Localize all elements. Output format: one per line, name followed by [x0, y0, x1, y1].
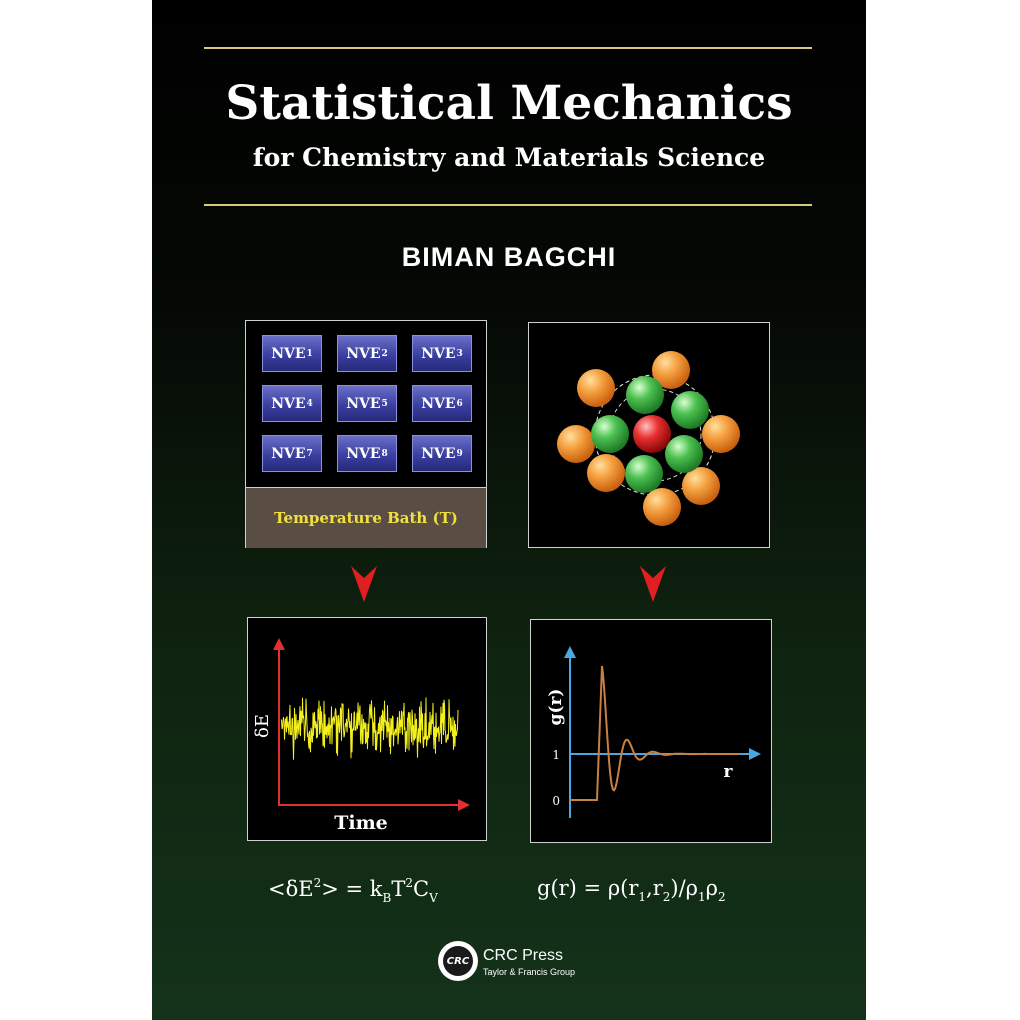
- energy-fluctuation-plot: δE Time: [252, 638, 470, 834]
- atom-cluster-diagram: [557, 351, 740, 526]
- crc-logo-mark: CRC: [443, 946, 473, 976]
- top-rule: [204, 47, 812, 49]
- y-axis-label: g(r): [546, 689, 566, 726]
- publisher-name: CRC Press: [483, 947, 564, 964]
- temperature-bath: Temperature Bath (T): [246, 487, 486, 548]
- x-axis-arrowhead: [749, 748, 761, 760]
- nve-box-7: NVE 7: [262, 435, 322, 472]
- publisher-group: Taylor & Francis Group: [483, 967, 576, 977]
- nve-box-9: NVE 9: [412, 435, 472, 472]
- orange-atom: [652, 351, 690, 389]
- nve-box-1: NVE 1: [262, 335, 322, 372]
- orange-atom: [702, 415, 740, 453]
- ensemble-panel: NVE 1 NVE 2 NVE 3 NVE 4 NVE 5 NVE 6 NVE 7 NVE 8 …: [245, 320, 487, 548]
- arrow-down-icon: [640, 566, 666, 602]
- orange-atom: [682, 467, 720, 505]
- orange-atom: [577, 369, 615, 407]
- x-axis-arrowhead: [458, 799, 470, 811]
- rdf-plot: g(r) r 1 0: [546, 646, 761, 818]
- x-axis-label: Time: [334, 812, 388, 834]
- y-axis-arrowhead: [564, 646, 576, 658]
- rdf-panel: g(r) r 1 0: [530, 619, 772, 843]
- orange-atom: [587, 454, 625, 492]
- nve-box-4: NVE 4: [262, 385, 322, 422]
- nve-box-5: NVE 5: [337, 385, 397, 422]
- energy-signal-trace: [280, 697, 459, 760]
- bottom-rule: [204, 204, 812, 206]
- nve-box-3: NVE 3: [412, 335, 472, 372]
- green-atom: [665, 435, 703, 473]
- atom-cluster-panel: [528, 322, 770, 548]
- rdf-formula: g(r) = ρ(r1,r2)/ρ1ρ2: [537, 876, 726, 904]
- green-atom: [671, 391, 709, 429]
- orange-atom: [557, 425, 595, 463]
- rdf-curve: [570, 665, 739, 801]
- tick-label-one: 1: [552, 748, 560, 762]
- orange-atom: [643, 488, 681, 526]
- author-name: BIMAN BAGCHI: [401, 242, 617, 272]
- nve-box-6: NVE 6: [412, 385, 472, 422]
- y-axis-arrowhead: [273, 638, 285, 650]
- crc-logo: CRC: [438, 941, 478, 981]
- nve-box-2: NVE 2: [337, 335, 397, 372]
- x-axis-label: r: [724, 762, 734, 782]
- energy-fluctuation-panel: δE Time: [247, 617, 487, 841]
- tick-label-zero: 0: [552, 794, 560, 808]
- book-subtitle: for Chemistry and Materials Science: [252, 143, 766, 172]
- green-atom: [591, 415, 629, 453]
- nve-box-8: NVE 8: [337, 435, 397, 472]
- book-title: Statistical Mechanics: [225, 76, 793, 131]
- green-atom: [626, 376, 664, 414]
- red-center-atom: [633, 415, 671, 453]
- y-axis-label: δE: [252, 714, 273, 738]
- arrow-down-icon: [351, 566, 377, 602]
- green-atom: [625, 455, 663, 493]
- book-cover: Statistical Mechanics for Chemistry and …: [152, 0, 866, 1020]
- energy-fluctuation-formula: <δE2> = kBT2CV: [268, 876, 438, 905]
